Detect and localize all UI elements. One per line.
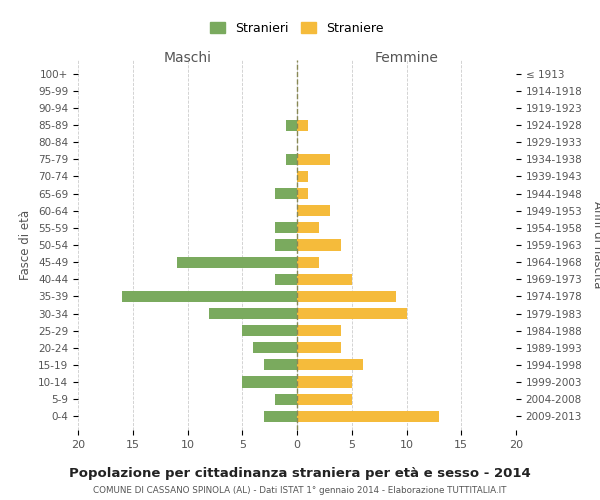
Bar (297, 154, 330, 165)
Bar (275, 222, 297, 234)
Bar (275, 394, 297, 404)
Bar (297, 120, 308, 130)
Bar (242, 325, 297, 336)
Y-axis label: Fasce di età: Fasce di età (19, 210, 32, 280)
Bar (176, 256, 297, 268)
Bar (275, 274, 297, 285)
Text: COMUNE DI CASSANO SPINOLA (AL) - Dati ISTAT 1° gennaio 2014 - Elaborazione TUTTI: COMUNE DI CASSANO SPINOLA (AL) - Dati IS… (93, 486, 507, 495)
Bar (297, 325, 341, 336)
Bar (297, 308, 407, 319)
Bar (297, 360, 362, 370)
Text: Maschi: Maschi (163, 51, 212, 65)
Bar (264, 360, 297, 370)
Text: Femmine: Femmine (374, 51, 439, 65)
Bar (242, 376, 297, 388)
Bar (297, 291, 395, 302)
Bar (209, 308, 297, 319)
Bar (297, 205, 330, 216)
Bar (297, 256, 319, 268)
Bar (264, 410, 297, 422)
Bar (253, 342, 297, 353)
Text: Popolazione per cittadinanza straniera per età e sesso - 2014: Popolazione per cittadinanza straniera p… (69, 468, 531, 480)
Bar (297, 376, 352, 388)
Bar (297, 240, 341, 250)
Bar (297, 222, 319, 234)
Bar (286, 154, 297, 165)
Bar (122, 291, 297, 302)
Bar (297, 342, 341, 353)
Bar (275, 188, 297, 199)
Bar (297, 394, 352, 404)
Bar (286, 120, 297, 130)
Bar (297, 410, 439, 422)
Y-axis label: Anni di nascita: Anni di nascita (591, 202, 600, 288)
Bar (297, 171, 308, 182)
Legend: Stranieri, Straniere: Stranieri, Straniere (210, 22, 384, 35)
Bar (275, 240, 297, 250)
Bar (297, 188, 308, 199)
Bar (297, 274, 352, 285)
